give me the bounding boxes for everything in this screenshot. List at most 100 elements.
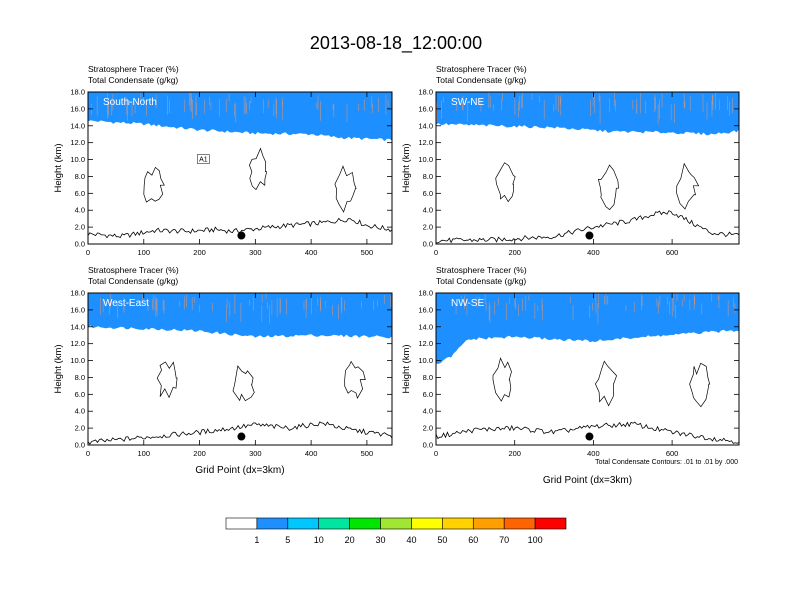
figure-title: 2013-08-18_12:00:00 [310, 33, 482, 54]
y-axis-label: Height (km) [53, 143, 64, 192]
x-tick-label: 400 [305, 449, 318, 458]
y-tick-label: 0.0 [423, 240, 433, 249]
condensate-contour [344, 360, 366, 400]
station-marker [237, 432, 246, 441]
colorbar-segment [287, 517, 320, 530]
panel-label: South-North [103, 97, 157, 108]
y-tick-label: 16.0 [70, 104, 85, 113]
colorbar-segment [380, 517, 412, 530]
y-tick-label: 18.0 [418, 88, 433, 97]
colorbar-label: 40 [406, 535, 416, 545]
x-tick-label: 500 [361, 248, 374, 257]
colorbar-label: 100 [528, 535, 543, 545]
colorbar-segment [318, 517, 350, 530]
tracer-band-1 [88, 92, 392, 142]
terrain-line [436, 210, 739, 244]
colorbar-label: 70 [499, 535, 509, 545]
panel-label: NW-SE [451, 298, 484, 309]
y-tick-label: 6.0 [75, 189, 85, 198]
plot-frame [435, 292, 740, 446]
y-tick-label: 12.0 [70, 339, 85, 348]
x-tick-label: 200 [193, 248, 206, 257]
x-tick-label: 0 [434, 248, 438, 257]
contour-label: A1 [199, 157, 208, 164]
y-tick-label: 14.0 [418, 322, 433, 331]
x-tick-label: 300 [249, 248, 262, 257]
x-tick-label: 500 [361, 449, 374, 458]
condensate-contour [249, 147, 268, 191]
condensate-contour [334, 165, 357, 213]
plot-frame [87, 292, 393, 446]
y-tick-label: 6.0 [423, 189, 433, 198]
y-tick-label: 0.0 [423, 441, 433, 450]
tracer-band-1 [436, 293, 739, 364]
contour-label-box [197, 154, 210, 164]
y-tick-label: 18.0 [418, 289, 433, 298]
x-tick-label: 400 [587, 248, 600, 257]
condensate-contour [689, 362, 711, 408]
colorbar-label: 20 [345, 535, 355, 545]
panel-west-east: West-East Stratosphere Tracer (%)Total Co… [53, 265, 393, 476]
x-tick-label: 0 [86, 248, 90, 257]
plot-area: A1 [88, 92, 392, 244]
y-tick-label: 2.0 [75, 223, 85, 232]
colorbar: 1 5 10 20 30 40 50 60 70 100 [225, 517, 567, 545]
subtitle-tracer: Stratosphere Tracer (%) [436, 265, 527, 275]
condensate-contour [156, 361, 178, 399]
terrain-line [436, 421, 739, 444]
x-tick-label: 600 [666, 449, 679, 458]
y-tick-label: 16.0 [418, 305, 433, 314]
x-tick-label: 200 [508, 248, 521, 257]
x-tick-label: 100 [138, 449, 151, 458]
plot-frame [435, 91, 740, 245]
plot-frame [87, 91, 393, 245]
panel-sw-ne: SW-NE Stratosphere Tracer (%)Total Conden… [401, 64, 740, 257]
y-tick-label: 2.0 [423, 424, 433, 433]
colorbar-segment [534, 517, 567, 530]
panel-south-north: A1 South-North Stratosphere Tracer (%)Tota… [53, 64, 393, 257]
y-tick-label: 0.0 [75, 240, 85, 249]
colorbar-segment [411, 517, 443, 530]
subtitle-condensate: Total Condensate (g/kg) [88, 75, 178, 85]
y-tick-label: 18.0 [70, 88, 85, 97]
x-tick-label: 100 [138, 248, 151, 257]
plot-area [436, 92, 739, 244]
colorbar-label: 10 [314, 535, 324, 545]
subtitle-tracer: Stratosphere Tracer (%) [436, 64, 527, 74]
y-tick-label: 12.0 [418, 339, 433, 348]
colorbar-label: 50 [437, 535, 447, 545]
colorbar-segment [472, 517, 505, 530]
colorbar-segment [349, 517, 381, 530]
y-tick-label: 12.0 [70, 138, 85, 147]
y-tick-label: 4.0 [423, 206, 433, 215]
condensate-contour [595, 360, 618, 407]
colorbar-segment [442, 517, 474, 530]
x-tick-label: 400 [587, 449, 600, 458]
tracer-band-1 [436, 92, 739, 136]
station-marker [237, 231, 246, 240]
y-tick-label: 4.0 [75, 206, 85, 215]
y-tick-label: 6.0 [423, 390, 433, 399]
y-axis-label: Height (km) [401, 344, 412, 393]
y-tick-label: 8.0 [423, 373, 433, 382]
x-tick-label: 300 [249, 449, 262, 458]
y-tick-label: 16.0 [70, 305, 85, 314]
y-tick-label: 8.0 [75, 373, 85, 382]
colorbar-segment [256, 517, 289, 530]
y-tick-label: 8.0 [423, 172, 433, 181]
y-tick-label: 10.0 [418, 155, 433, 164]
condensate-contour [492, 357, 512, 402]
y-tick-label: 18.0 [70, 289, 85, 298]
y-tick-label: 14.0 [70, 121, 85, 130]
y-axis-label: Height (km) [401, 143, 412, 192]
station-marker [585, 231, 594, 240]
panels: A1 South-North Stratosphere Tracer (%) Tota… [53, 64, 740, 486]
y-tick-label: 10.0 [70, 356, 85, 365]
y-tick-label: 14.0 [418, 121, 433, 130]
x-tick-label: 0 [86, 449, 90, 458]
colorbar-label: 5 [285, 535, 290, 545]
condensate-contour [597, 164, 619, 211]
x-tick-label: 600 [666, 248, 679, 257]
x-tick-label: 0 [434, 449, 438, 458]
